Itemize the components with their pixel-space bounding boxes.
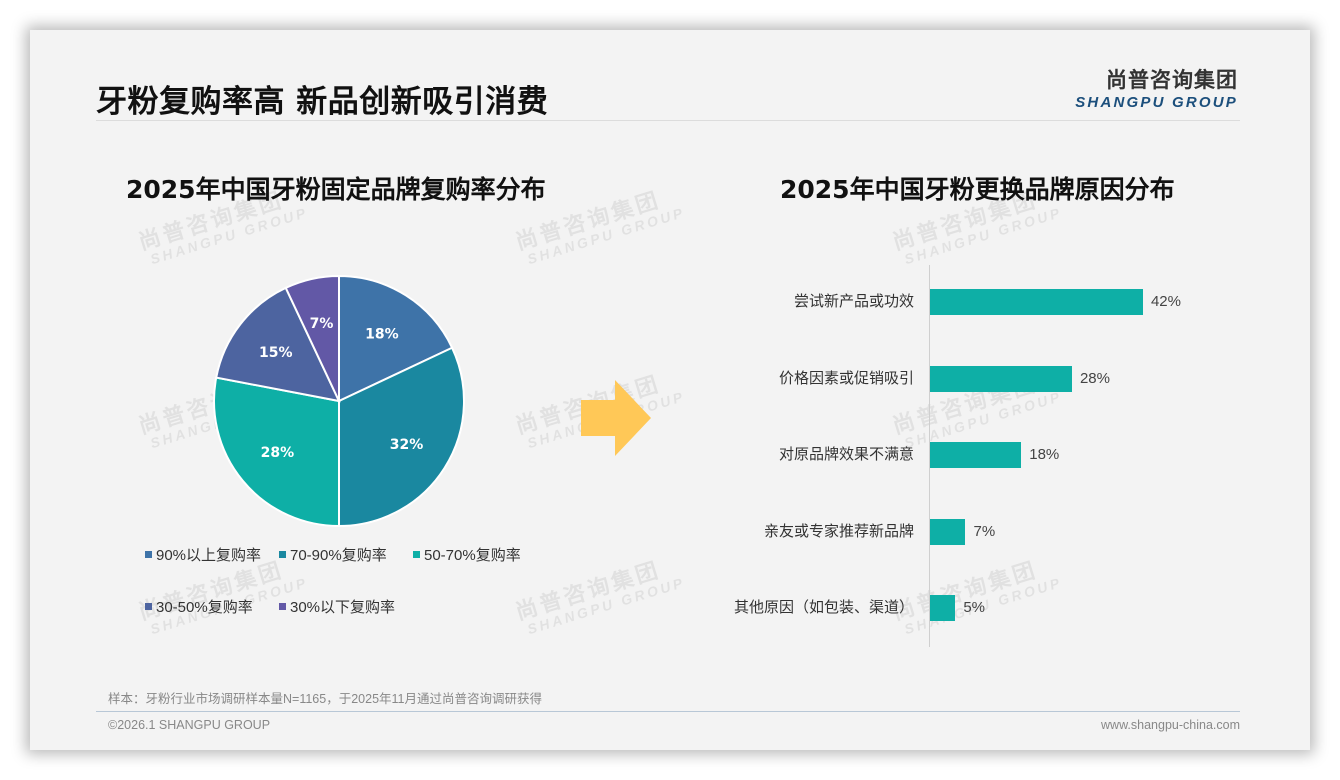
legend-label: 70-90%复购率 — [290, 547, 387, 564]
pie-slice-label: 15% — [259, 345, 293, 361]
bar-value-label: 18% — [1029, 446, 1060, 463]
copyright-text: ©2026.1 SHANGPU GROUP — [108, 718, 271, 732]
logo-chinese-text: 尚普咨询集团 — [1106, 68, 1238, 92]
right-arrow-icon — [581, 380, 651, 456]
legend-swatch-icon — [145, 603, 152, 610]
legend-swatch-icon — [279, 551, 286, 558]
pie-slice — [284, 274, 340, 402]
bar — [930, 519, 966, 545]
legend-swatch-icon — [413, 551, 420, 558]
bar-category-label: 尝试新产品或功效 — [793, 293, 914, 310]
footer-divider — [96, 711, 1240, 712]
bar-value-label: 42% — [1150, 293, 1181, 310]
legend-label: 90%以上复购率 — [156, 547, 262, 564]
legend-item: 70-90%复购率 — [279, 544, 387, 565]
pie-slice — [213, 376, 340, 528]
legend-item: 50-70%复购率 — [413, 544, 521, 565]
header-divider — [96, 120, 1240, 121]
pie-slice-label: 28% — [261, 445, 295, 461]
bar-chart-title: 2025年中国牙粉更换品牌原因分布 — [780, 175, 1175, 204]
pie-chart: 18% 32% 28% 15% 7% — [213, 274, 465, 528]
pie-chart-title: 2025年中国牙粉固定品牌复购率分布 — [126, 175, 546, 204]
legend-item: 30%以下复购率 — [279, 596, 395, 617]
bar-category-label: 其他原因（如包装、渠道） — [733, 599, 914, 616]
bar-category-label: 亲友或专家推荐新品牌 — [763, 523, 914, 540]
logo-english-text: SHANGPU GROUP — [1075, 94, 1238, 111]
bar-category-label: 对原品牌效果不满意 — [778, 446, 914, 463]
slide: 尚普咨询集团 SHANGPU GROUP 尚普咨询集团 SHANGPU GROUP 尚普… — [30, 30, 1310, 750]
legend-swatch-icon — [145, 551, 152, 558]
legend-label: 50-70%复购率 — [424, 547, 521, 564]
bar — [930, 366, 1072, 392]
bar — [930, 289, 1143, 315]
legend-item: 90%以上复购率 — [145, 544, 261, 565]
pie-slice-label: 18% — [365, 326, 399, 342]
sample-note: 样本：牙粉行业市场调研样本量N=1165，于2025年11月通过尚普咨询调研获得 — [108, 692, 542, 706]
pie-slice — [338, 346, 465, 528]
pie-slice-label: 32% — [390, 437, 424, 453]
bar-value-label: 28% — [1079, 370, 1110, 387]
legend-label: 30%以下复购率 — [290, 599, 396, 616]
pie-slice-label: 7% — [310, 316, 334, 332]
bar — [930, 442, 1022, 468]
legend-swatch-icon — [279, 603, 286, 610]
company-logo: 尚普咨询集团 SHANGPU GROUP — [1075, 64, 1238, 111]
legend-label: 30-50%复购率 — [156, 599, 253, 616]
bar — [930, 595, 956, 621]
bar-chart-axis — [929, 265, 930, 647]
bar-value-label: 5% — [963, 599, 986, 616]
bar-value-label: 7% — [973, 523, 996, 540]
bar-category-label: 价格因素或促销吸引 — [778, 370, 914, 387]
legend-item: 30-50%复购率 — [145, 596, 253, 617]
website-link[interactable]: www.shangpu-china.com — [1101, 718, 1240, 732]
pie-slice — [338, 274, 454, 403]
pie-slice — [215, 286, 341, 403]
page-title: 牙粉复购率高 新品创新吸引消费 — [96, 84, 549, 120]
